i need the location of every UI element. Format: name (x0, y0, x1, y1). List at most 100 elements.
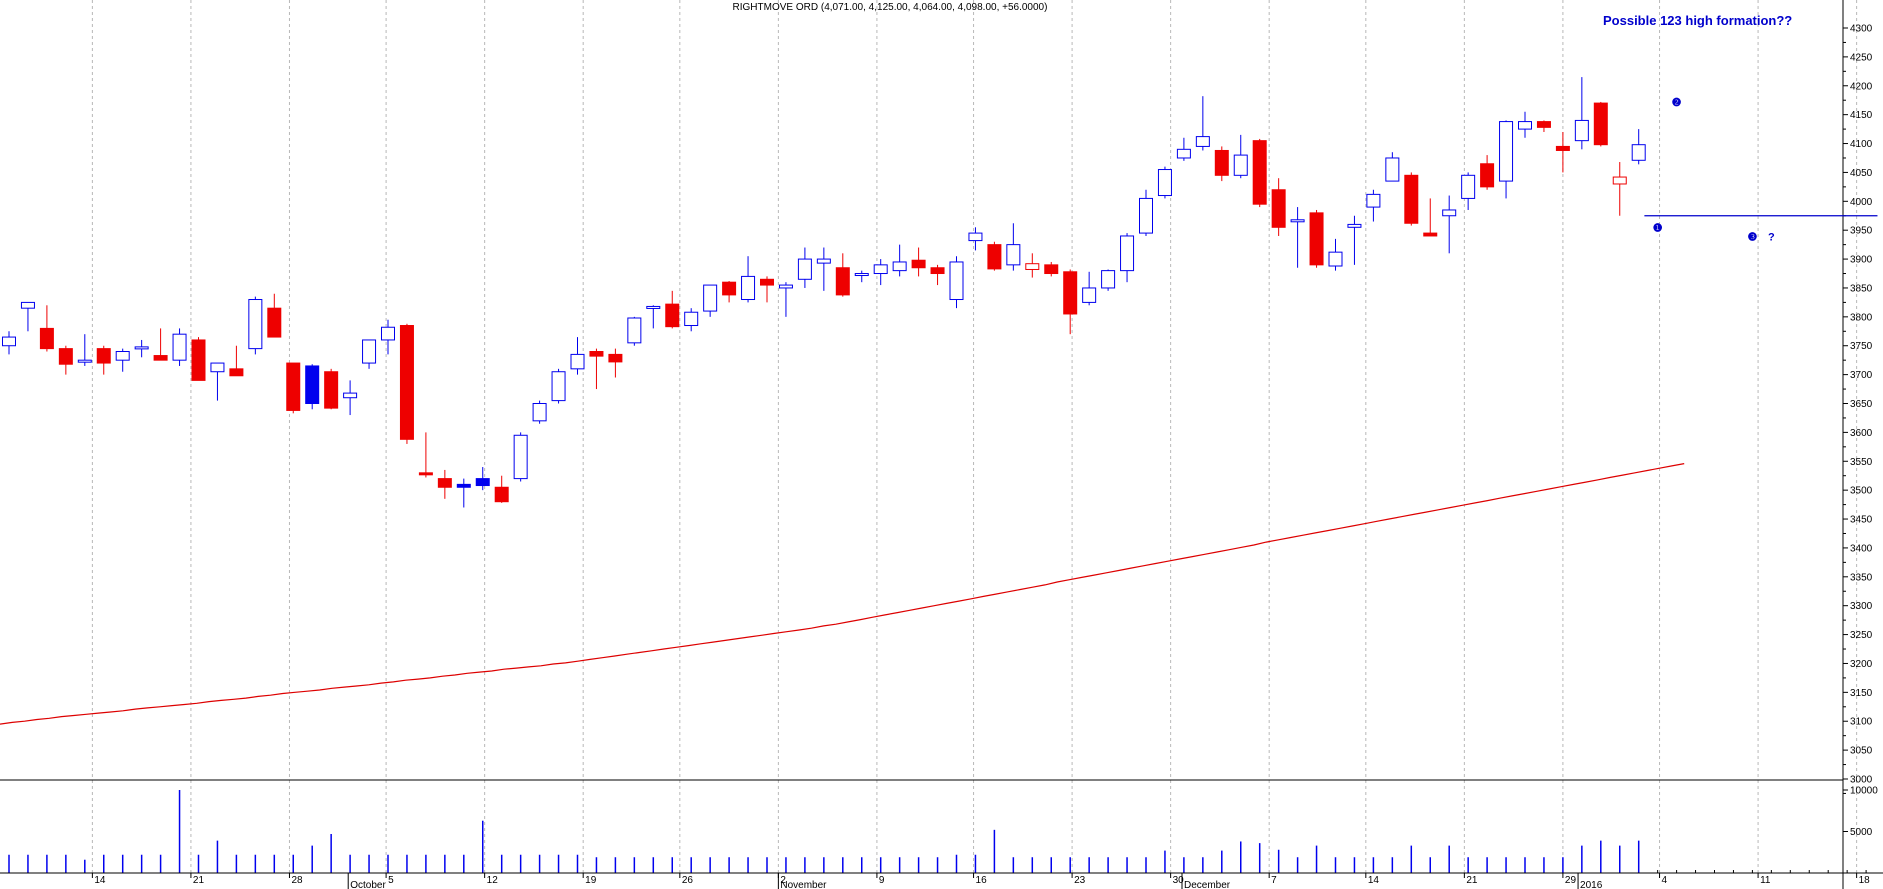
price-tick-label: 3250 (1850, 630, 1873, 641)
candle-body (1555, 145, 1570, 151)
date-tick-label: 2 (780, 875, 786, 886)
price-tick-label: 3550 (1850, 457, 1873, 468)
candle-body (1574, 119, 1589, 142)
candles-layer (2, 77, 1646, 508)
moving-average-layer (0, 463, 1685, 725)
candle-body (305, 365, 320, 405)
candle-body (456, 483, 471, 488)
price-tick-label: 4100 (1850, 139, 1873, 150)
candle-body (778, 284, 793, 289)
candle-body (608, 353, 623, 363)
pattern-marker: ❶ (1653, 222, 1663, 234)
candle-body (930, 267, 945, 275)
date-tick-label: 29 (1565, 875, 1577, 886)
candle-body (646, 305, 661, 309)
candle-body (1214, 149, 1229, 176)
candle-body (854, 273, 869, 277)
candle-body (1423, 232, 1438, 237)
date-tick-label: 26 (682, 875, 694, 886)
price-tick-label: 3000 (1850, 775, 1873, 786)
date-tick-label: 12 (487, 875, 499, 886)
candle-body (816, 258, 831, 264)
price-tick-label: 3500 (1850, 486, 1873, 497)
date-tick-label: 21 (193, 875, 205, 886)
candle-body (172, 333, 187, 361)
price-tick-label: 3100 (1850, 717, 1873, 728)
candle-body (39, 327, 54, 350)
price-tick-label: 4250 (1850, 52, 1873, 63)
candle-body (1044, 264, 1059, 275)
candle-body (229, 368, 244, 377)
candle-body (627, 317, 642, 344)
candle-body (665, 303, 680, 328)
candle-body (1271, 189, 1286, 228)
candle-body (191, 339, 206, 381)
candle-body (58, 348, 73, 365)
annotations-layer: ❶ ❷ ❸? (1644, 97, 1878, 244)
price-tick-label: 4000 (1850, 197, 1873, 208)
candle-body (210, 362, 225, 373)
candle-body (1480, 163, 1495, 188)
price-tick-label: 3750 (1850, 341, 1873, 352)
price-tick-label: 3700 (1850, 370, 1873, 381)
date-tick-label: 14 (94, 875, 106, 886)
date-tick-label: 7 (1271, 875, 1277, 886)
price-tick-label: 3900 (1850, 255, 1873, 266)
price-tick-label: 4050 (1850, 168, 1873, 179)
price-tick-label: 4150 (1850, 110, 1873, 121)
candle-body (1328, 251, 1343, 267)
price-tick-label: 3200 (1850, 659, 1873, 670)
candle-body (1252, 140, 1267, 205)
candle-body (399, 325, 414, 440)
candle-body (570, 353, 585, 370)
date-tick-label: 28 (291, 875, 303, 886)
price-tick-label: 3600 (1850, 428, 1873, 439)
date-tick-label: 4 (1662, 875, 1668, 886)
candle-body (551, 371, 566, 402)
price-tick-label: 3150 (1850, 688, 1873, 699)
price-tick-label: 3400 (1850, 543, 1873, 554)
price-tick-label: 4200 (1850, 81, 1873, 92)
candle-body (873, 264, 888, 275)
moving-average-line (0, 463, 1685, 725)
pattern-marker: ? (1768, 232, 1775, 244)
chart-title: RIGHTMOVE ORD (4,071.00, 4,125.00, 4,064… (733, 2, 1048, 13)
candle-body (1195, 136, 1210, 147)
candle-body (741, 275, 756, 301)
candle-body (1518, 121, 1532, 130)
candle-body (760, 278, 774, 286)
candle-body (475, 478, 490, 487)
date-tick-label: 11 (1760, 875, 1771, 886)
price-tick-label: 3950 (1850, 226, 1873, 237)
candle-body (381, 326, 395, 341)
volume-tick-label: 10000 (1850, 786, 1878, 797)
candle-body (20, 301, 35, 309)
candle-body (248, 299, 263, 350)
pattern-marker: ❸ (1747, 232, 1757, 244)
candle-body (267, 307, 282, 338)
candle-body (1006, 244, 1021, 266)
candle-body (77, 359, 92, 363)
date-tick-label: 9 (879, 875, 885, 886)
candle-body (1404, 174, 1419, 224)
candle-body (684, 311, 699, 327)
date-tick-label: 21 (1466, 875, 1478, 886)
candle-body (2, 336, 16, 347)
candle-body (589, 351, 604, 357)
candle-body (1233, 154, 1248, 176)
candle-body (1461, 174, 1476, 199)
candle-body (1120, 235, 1135, 272)
candle-body (343, 392, 358, 399)
volume-tick-label: 5000 (1850, 827, 1873, 838)
candle-body (1442, 209, 1457, 217)
price-tick-label: 3050 (1850, 746, 1873, 757)
month-label: 2016 (1580, 880, 1603, 889)
candle-body (1366, 193, 1381, 208)
candle-body (987, 244, 1002, 270)
month-label: October (350, 880, 386, 889)
candle-body (115, 351, 130, 361)
candle-body (1176, 148, 1191, 159)
